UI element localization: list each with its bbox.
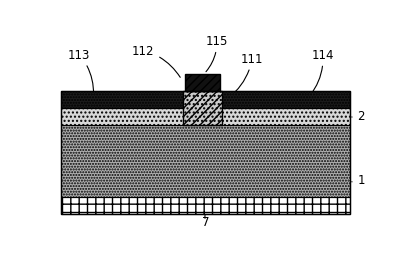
Text: 2: 2 bbox=[351, 109, 364, 122]
Text: 112: 112 bbox=[132, 44, 180, 78]
Bar bbox=[61, 198, 349, 214]
Text: 114: 114 bbox=[309, 49, 333, 96]
Bar bbox=[183, 92, 221, 125]
Text: 113: 113 bbox=[68, 49, 93, 95]
Text: 1: 1 bbox=[351, 174, 364, 187]
Bar bbox=[61, 125, 349, 198]
Text: 111: 111 bbox=[228, 52, 263, 98]
Bar bbox=[61, 92, 349, 214]
Text: 115: 115 bbox=[205, 35, 228, 72]
Bar bbox=[185, 74, 220, 92]
Text: 7: 7 bbox=[202, 215, 209, 228]
Bar bbox=[183, 92, 221, 125]
Bar bbox=[61, 109, 349, 125]
Bar bbox=[61, 92, 349, 109]
